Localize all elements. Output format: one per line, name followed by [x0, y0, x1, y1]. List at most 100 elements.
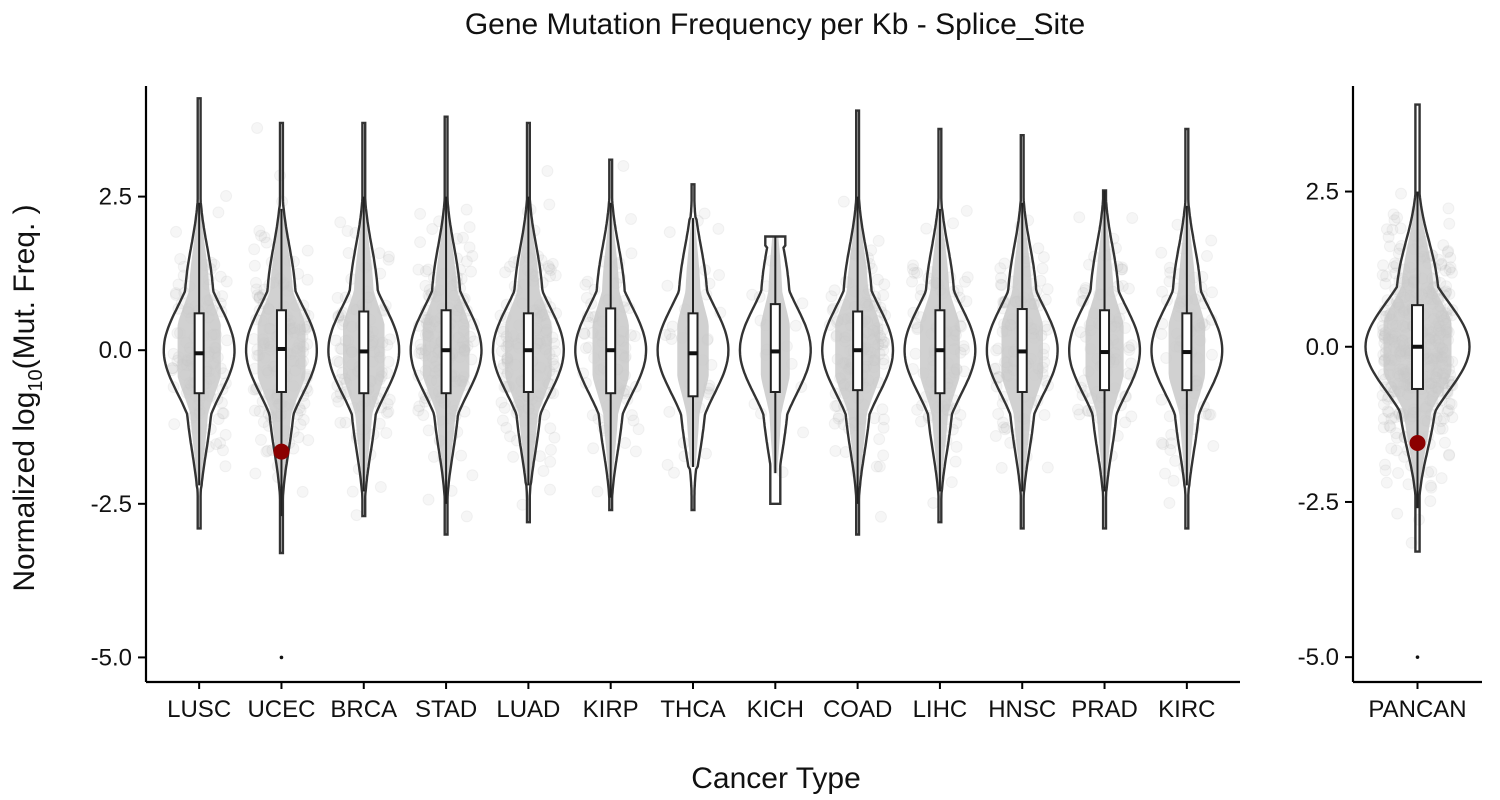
jitter-point [1073, 211, 1086, 224]
y-axis-title-tail: (Mut. Freq. ) [8, 204, 41, 369]
jitter-point [294, 418, 307, 431]
jitter-point [249, 276, 262, 289]
jitter-point [543, 262, 556, 275]
jitter-point [1163, 275, 1176, 288]
jitter-point [541, 165, 554, 178]
x-tick-label: PANCAN [1368, 696, 1466, 723]
jitter-point [617, 159, 630, 172]
jitter-point [712, 222, 725, 235]
jitter-point [619, 437, 632, 450]
jitter-point [1437, 412, 1450, 425]
jitter-point [997, 421, 1010, 434]
x-tick-label: STAD [415, 696, 477, 723]
jitter-point [1383, 240, 1396, 253]
jitter-point [258, 231, 271, 244]
jitter-point [1167, 474, 1180, 487]
jitter-point [1164, 444, 1177, 457]
box [275, 309, 287, 393]
jitter-point [1443, 449, 1456, 462]
jitter-point [911, 403, 924, 416]
jitter-point [170, 225, 183, 238]
x-tick-label: HNSC [988, 696, 1056, 723]
jitter-point [1165, 428, 1178, 441]
jitter-point [876, 403, 889, 416]
jitter-point [543, 198, 556, 211]
jitter-point [455, 449, 468, 462]
jitter-point [1390, 431, 1403, 444]
jitter-point [665, 332, 678, 345]
jitter-point [260, 236, 273, 249]
pancan-panel: -5.0 -2.5 0.0 2.5 PANCAN [1298, 86, 1482, 723]
x-tick-label: LUSC [167, 696, 231, 723]
jitter-point [220, 275, 233, 288]
jitter-point [663, 328, 676, 341]
jitter-point [667, 466, 680, 479]
y-tick-label: -5.0 [1298, 644, 1339, 671]
jitter-point [537, 465, 550, 478]
jitter-point [1126, 211, 1139, 224]
jitter-point [214, 270, 227, 283]
violin-group [1150, 127, 1224, 530]
x-axis-title: Cancer Type [691, 762, 861, 795]
jitter-point [627, 414, 640, 427]
jitter-point [1387, 208, 1400, 221]
violin-outline [327, 121, 401, 518]
jitter-point [1435, 259, 1448, 272]
jitter-point [456, 231, 469, 244]
jitter-point [1155, 436, 1168, 449]
jitter-point [292, 431, 305, 444]
jitter-point [1036, 262, 1049, 275]
violin-group [574, 158, 648, 512]
jitter-point [1041, 461, 1054, 474]
jitter-point [544, 422, 557, 435]
jitter-point [1156, 285, 1169, 298]
jitter-point [1443, 217, 1456, 230]
jitter-point [169, 287, 182, 300]
jitter-point [906, 263, 919, 276]
jitter-point [797, 426, 810, 439]
violin-outline [1068, 189, 1142, 530]
jitter-point [1444, 251, 1457, 264]
jitter-point [1037, 251, 1050, 264]
violin-outline [903, 127, 977, 524]
jitter-point [1385, 442, 1398, 455]
jitter-point [1443, 448, 1456, 461]
jitter-point [995, 461, 1008, 474]
jitter-point [1440, 280, 1453, 293]
jitter-point [380, 406, 393, 419]
jitter-point [1424, 479, 1437, 492]
jitter-point [663, 226, 676, 239]
jitter-point [168, 418, 181, 431]
violin-outline [244, 121, 318, 555]
outlier-point [1415, 655, 1420, 659]
jitter-point [1200, 250, 1213, 263]
jitter-point [422, 493, 435, 506]
jitter-point [873, 433, 886, 446]
jitter-point [632, 423, 645, 436]
jitter-point [1073, 408, 1086, 421]
jitter-point [544, 264, 557, 277]
violin-outline [491, 121, 566, 524]
jitter-point [1380, 270, 1393, 283]
jitter-point [463, 241, 476, 254]
jitter-point [219, 428, 232, 441]
jitter-point [1169, 454, 1182, 467]
jitter-point [503, 260, 516, 273]
jitter-point [1438, 436, 1451, 449]
jitter-point [507, 450, 520, 463]
jitter-point [495, 396, 508, 409]
jitter-point [1041, 283, 1054, 296]
jitter-point [1204, 408, 1217, 421]
jitter-point [1445, 266, 1458, 279]
y-tick-label: 2.5 [99, 184, 132, 211]
jitter-point [1402, 478, 1415, 491]
jitter-point [960, 204, 973, 217]
jitter-point [998, 257, 1011, 270]
jitter-point [1424, 495, 1437, 508]
jitter-point [1206, 286, 1219, 299]
jitter-point [908, 266, 921, 279]
violin-group [738, 235, 812, 505]
jitter-point [253, 224, 266, 237]
jitter-point [413, 400, 426, 413]
jitter-point [380, 426, 393, 439]
